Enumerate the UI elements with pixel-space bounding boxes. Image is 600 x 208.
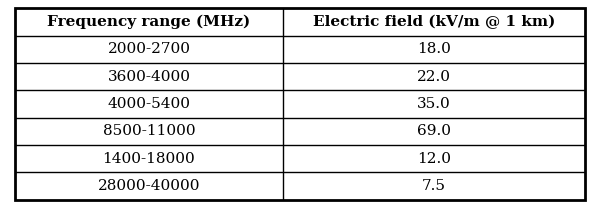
Text: 35.0: 35.0 <box>417 97 451 111</box>
Text: Frequency range (MHz): Frequency range (MHz) <box>47 15 251 29</box>
Text: 4000-5400: 4000-5400 <box>107 97 190 111</box>
Text: 12.0: 12.0 <box>417 152 451 166</box>
Text: 8500-11000: 8500-11000 <box>103 124 195 138</box>
Text: Electric field (kV/m @ 1 km): Electric field (kV/m @ 1 km) <box>313 15 555 29</box>
Text: 1400-18000: 1400-18000 <box>103 152 196 166</box>
Text: 3600-4000: 3600-4000 <box>107 70 190 84</box>
Text: 22.0: 22.0 <box>417 70 451 84</box>
Text: 2000-2700: 2000-2700 <box>107 42 190 56</box>
Text: 69.0: 69.0 <box>417 124 451 138</box>
Text: 28000-40000: 28000-40000 <box>98 179 200 193</box>
Text: 18.0: 18.0 <box>417 42 451 56</box>
Text: 7.5: 7.5 <box>422 179 446 193</box>
